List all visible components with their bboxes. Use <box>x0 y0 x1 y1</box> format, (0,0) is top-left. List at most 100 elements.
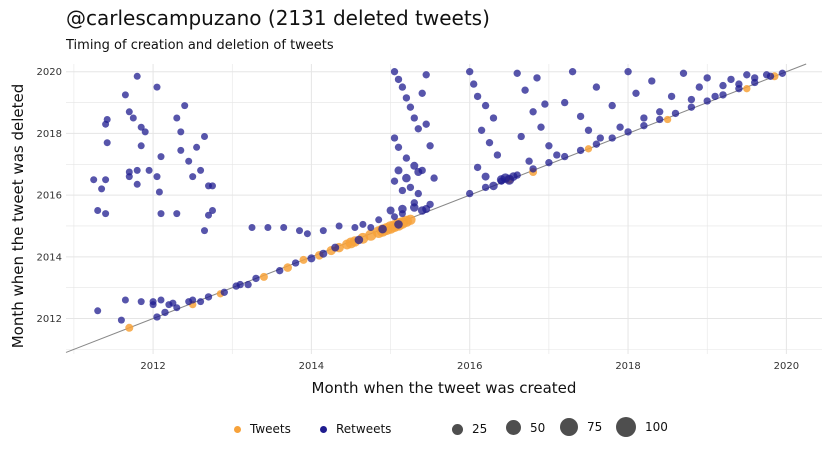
point-retweets <box>584 126 593 134</box>
point-retweets <box>513 69 521 77</box>
point-retweets <box>169 299 177 307</box>
point-retweets <box>466 68 474 76</box>
point-retweets <box>766 72 775 80</box>
point-retweets <box>414 189 422 198</box>
point-retweets <box>220 288 228 296</box>
point-retweets <box>319 249 328 258</box>
point-retweets <box>319 227 327 235</box>
point-retweets <box>137 298 145 306</box>
y-tick-label: 2014 <box>37 252 62 263</box>
legend-size-dot-100 <box>616 417 636 437</box>
point-retweets <box>545 159 553 167</box>
legend-size-dot-75 <box>560 418 578 436</box>
legend-size-100: 100 <box>616 417 668 437</box>
point-retweets <box>252 274 260 283</box>
legend-label-tweets: Tweets <box>250 422 291 436</box>
point-retweets <box>153 173 161 181</box>
point-retweets <box>418 166 426 175</box>
point-retweets <box>276 267 284 275</box>
point-retweets <box>398 186 407 195</box>
point-retweets <box>632 89 640 97</box>
point-retweets <box>489 181 498 191</box>
point-tweets <box>663 115 672 124</box>
point-tweets <box>345 237 357 249</box>
point-retweets <box>354 235 364 245</box>
point-retweets <box>133 180 141 188</box>
point-retweets <box>414 125 422 133</box>
point-retweets <box>197 166 205 174</box>
point-retweets <box>481 172 490 181</box>
point-retweets <box>624 68 632 76</box>
point-retweets <box>473 92 482 101</box>
point-retweets <box>189 296 197 304</box>
point-retweets <box>418 89 426 97</box>
point-retweets <box>90 176 98 184</box>
point-retweets <box>406 103 415 111</box>
point-retweets <box>719 91 727 99</box>
point-retweets <box>386 206 395 215</box>
point-retweets <box>375 216 383 224</box>
point-retweets <box>743 71 751 79</box>
point-retweets <box>125 168 133 176</box>
point-retweets <box>751 78 759 87</box>
point-retweets <box>296 227 303 235</box>
legend-swatch-tweets <box>234 425 241 433</box>
legend-size-label-100: 100 <box>645 420 668 434</box>
point-retweets <box>398 83 407 91</box>
point-retweets <box>568 68 577 76</box>
data-points <box>90 68 787 332</box>
point-retweets <box>406 183 415 192</box>
point-retweets <box>410 161 419 170</box>
point-retweets <box>485 139 494 147</box>
point-retweets <box>209 182 216 190</box>
legend-size-75: 75 <box>560 418 602 436</box>
point-retweets <box>102 176 110 184</box>
point-retweets <box>517 132 525 141</box>
point-retweets <box>727 75 735 84</box>
point-retweets <box>157 296 165 304</box>
point-retweets <box>173 304 181 312</box>
point-retweets <box>553 151 561 159</box>
point-retweets <box>264 224 272 231</box>
point-retweets <box>394 75 403 84</box>
point-retweets <box>209 207 216 214</box>
point-retweets <box>201 133 208 140</box>
x-axis-title: Month when the tweet was created <box>312 379 577 397</box>
point-retweets <box>640 114 648 122</box>
legend-size-dot-25 <box>452 423 463 435</box>
y-axis-title: Month when the tweet was deleted <box>9 84 27 349</box>
point-retweets <box>133 72 141 80</box>
point-tweets <box>283 263 292 272</box>
point-retweets <box>173 114 181 122</box>
point-tweets <box>259 272 268 281</box>
point-retweets <box>537 123 545 131</box>
point-retweets <box>529 165 537 173</box>
chart-subtitle: Timing of creation and deletion of tweet… <box>66 38 334 53</box>
point-retweets <box>430 174 438 182</box>
point-retweets <box>177 146 185 154</box>
point-retweets <box>402 94 411 102</box>
point-retweets <box>394 166 403 175</box>
point-retweets <box>153 313 161 321</box>
point-retweets <box>521 86 529 94</box>
legend-size-25: 25 <box>452 422 487 436</box>
point-retweets <box>197 298 205 306</box>
point-retweets <box>576 146 585 155</box>
point-retweets <box>125 108 133 116</box>
point-retweets <box>157 153 165 161</box>
point-retweets <box>470 80 478 88</box>
point-retweets <box>687 95 696 104</box>
point-retweets <box>181 102 189 110</box>
point-retweets <box>102 210 110 218</box>
point-retweets <box>493 151 502 159</box>
point-retweets <box>390 134 399 142</box>
point-retweets <box>161 308 169 317</box>
point-retweets <box>248 224 256 231</box>
point-retweets <box>335 222 343 230</box>
point-retweets <box>561 152 569 161</box>
y-tick-label: 2020 <box>37 67 62 78</box>
point-retweets <box>473 163 482 172</box>
point-retweets <box>778 69 787 77</box>
point-retweets <box>149 298 157 306</box>
x-tick-label: 2012 <box>140 361 165 372</box>
